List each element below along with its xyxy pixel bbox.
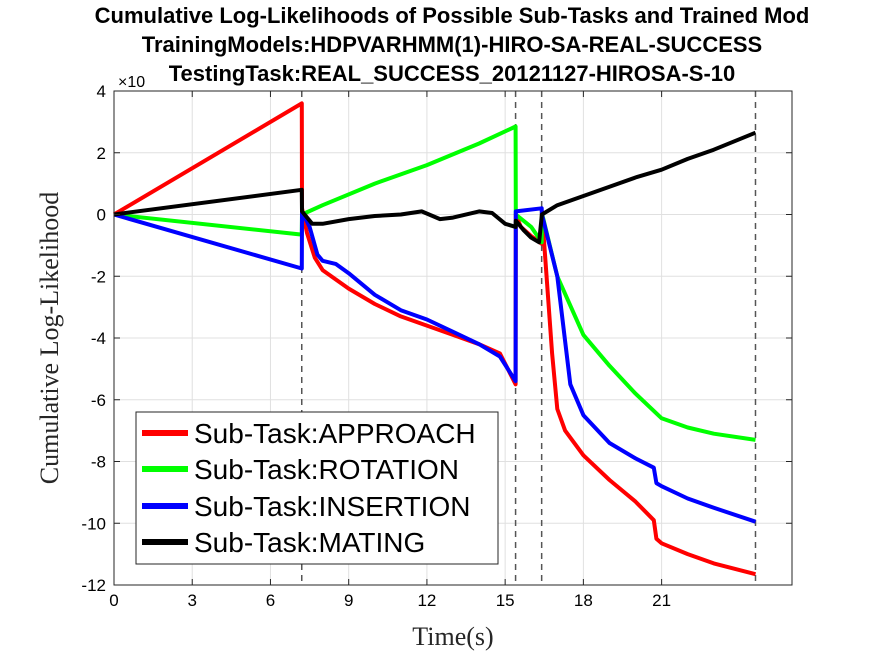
y-tick-label: -4 — [91, 329, 106, 348]
x-tick-label: 18 — [574, 591, 593, 610]
y-tick-label: 2 — [97, 144, 106, 163]
series-line-rotation — [113, 124, 756, 442]
legend-label-insertion: Sub-Task:INSERTION — [194, 491, 470, 522]
x-tick-label: 15 — [496, 591, 515, 610]
legend: Sub-Task:APPROACH Sub-Task:ROTATION Sub-… — [135, 411, 499, 565]
y-tick-label: 4 — [97, 82, 106, 101]
y-tick-label: 0 — [97, 206, 106, 225]
x-tick-label: 12 — [417, 591, 436, 610]
x-tick-label: 3 — [187, 591, 196, 610]
chart-title-line-2: TrainingModels:HDPVARHMM(1)-HIRO-SA-REAL… — [142, 32, 762, 57]
x-tick-label: 9 — [344, 591, 353, 610]
ticks: 0 3 6 9 12 15 18 21 -12 -10 -8 -6 -4 -2 0 2 4 — [81, 82, 792, 610]
legend-label-mating: Sub-Task:MATING — [194, 527, 425, 558]
series-line-mating — [113, 130, 757, 245]
y-exponent-label: ×10 — [118, 74, 145, 91]
y-tick-label: -8 — [91, 453, 106, 472]
x-tick-label: 0 — [109, 591, 118, 610]
y-tick-label: -6 — [91, 391, 106, 410]
y-tick-label: -12 — [81, 576, 106, 595]
legend-label-rotation: Sub-Task:ROTATION — [194, 454, 459, 485]
y-axis-label: Cumulative Log-Likelihood — [35, 192, 64, 484]
series-lines — [112, 101, 757, 577]
x-tick-label: 6 — [266, 591, 275, 610]
y-tick-label: -10 — [81, 514, 106, 533]
x-tick-label: 21 — [652, 591, 671, 610]
legend-box — [135, 411, 499, 565]
x-axis-label: Time(s) — [412, 622, 493, 651]
chart-title-line-1: Cumulative Log-Likelihoods of Possible S… — [95, 3, 810, 28]
legend-label-approach: Sub-Task:APPROACH — [194, 418, 476, 449]
chart-title-line-3: TestingTask:REAL_SUCCESS_20121127-HIROSA… — [169, 61, 736, 86]
y-tick-label: -2 — [91, 267, 106, 286]
series-line-insertion — [113, 206, 757, 524]
